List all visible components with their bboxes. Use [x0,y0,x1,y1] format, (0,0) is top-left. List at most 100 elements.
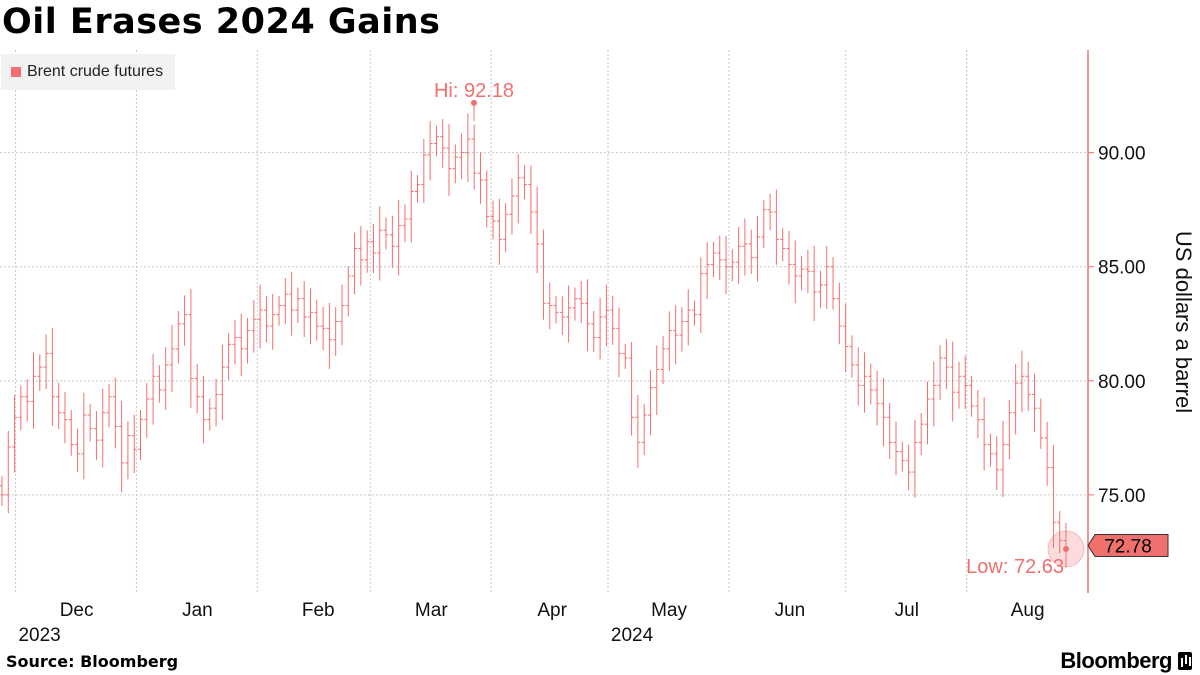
ohlc-bar [207,398,213,431]
ohlc-bar [792,240,798,304]
ohlc-bar [912,420,918,498]
ohlc-bar [87,403,93,442]
ohlc-bar [326,302,332,369]
ohlc-bar [685,289,691,346]
ohlc-bar [585,279,591,352]
ohlc-bar [843,303,849,373]
ohlc-bar [962,355,968,410]
ohlc-bar [717,235,723,280]
brand-text: Bloomberg [1060,648,1172,673]
ohlc-bar [182,295,188,346]
low-label: Low: 72.63 [966,556,1064,578]
ohlc-bar [377,206,383,281]
ohlc-bar [874,370,880,426]
ohlc-bar [603,284,609,347]
ohlc-bar [200,376,206,444]
ohlc-bar [1025,361,1031,411]
ohlc-bar [880,378,886,447]
ohlc-bar [692,300,698,326]
ohlc-bar [647,370,653,436]
ohlc-bar [572,287,578,321]
ohlc-bar [484,170,490,228]
ohlc-bar [780,228,786,262]
ohlc-bar [950,341,956,422]
ohlc-bar [106,384,112,428]
ohlc-bar [320,306,326,351]
ohlc-bar [188,289,194,408]
y-axis-title: US dollars a barrel [1171,231,1196,413]
ohlc-bar [421,138,427,203]
ohlc-bar [736,227,742,285]
ohlc-bar [666,311,672,371]
ohlc-bar [144,383,150,438]
ohlc-bar [987,433,993,467]
ohlc-bar [163,347,169,411]
ohlc-bar [251,300,257,353]
ohlc-bar [622,343,628,369]
ohlc-bar [396,200,402,276]
ohlc-bar [459,133,465,180]
y-axis: 75.00 80.00 85.00 90.00 US dollars a barrel D… [18,50,1196,646]
ohlc-bar [56,382,62,430]
annotations: Hi: 92.18 Low: 72.63 72.78 [434,80,1169,578]
ohlc-bar [1057,511,1063,554]
ohlc-bar [0,476,5,506]
ohlc-bar [969,375,975,417]
ohlc-bar [924,381,930,445]
ohlc-bar [515,153,521,224]
ohlc-bar [408,170,414,243]
legend[interactable]: Brent crude futures [1,54,176,90]
ohlc-bar [918,412,924,456]
ohlc-bar [24,379,30,422]
ohlc-bar [566,285,572,343]
ohlc-bar [301,281,307,338]
ohlc-bar [433,125,439,157]
ohlc-bar [673,305,679,365]
ohlc-bar [232,319,238,365]
ohlc-bar [490,200,496,240]
ohlc-bar [660,336,666,385]
ohlc-bar [937,345,943,400]
ohlc-bar [62,391,68,444]
ohlc-bar [956,361,962,409]
ohlc-bar [471,124,477,190]
ohlc-bar [723,235,729,295]
ohlc-bar [610,295,616,345]
ohlc-bar [119,400,125,493]
ohlc-bar [345,266,351,317]
ohlc-bar [358,226,364,286]
ohlc-bar [30,352,36,429]
ohlc-bar [830,257,836,310]
ohlc-bar [943,338,949,390]
ohlc-bar [169,324,175,393]
ohlc-bar [849,335,855,378]
ohlc-bar [710,241,716,278]
ohlc-bar [679,307,685,352]
ohlc-bar [773,189,779,265]
chart-title: Oil Erases 2024 Gains [2,2,441,42]
ohlc-bar [219,344,225,421]
ohlc-bar [899,441,905,472]
ohlc-bar [1000,420,1006,498]
x-tick-label: Jul [895,600,919,621]
ohlc-bar [799,256,805,291]
ohlc-bar [383,217,389,250]
ohlc-bar [761,200,767,249]
bloomberg-logo[interactable]: Bloomberg [1060,648,1192,674]
ohlc-bar [440,119,446,169]
x-tick-label: Jun [775,600,806,621]
ohlc-bar [364,230,370,273]
ohlc-bar [559,296,565,336]
ohlc-bar [257,284,263,349]
ohlc-bar [616,307,622,378]
ohlc-bar [5,431,11,514]
ohlc-bar [597,297,603,360]
ohlc-bar [156,365,162,403]
x-grid-lines [15,50,968,593]
ohlc-bar [1038,398,1044,449]
ohlc-bar [213,378,219,427]
ohlc-bar [427,121,433,181]
ohlc-bar [238,313,244,377]
ohlc-bar [635,394,641,468]
